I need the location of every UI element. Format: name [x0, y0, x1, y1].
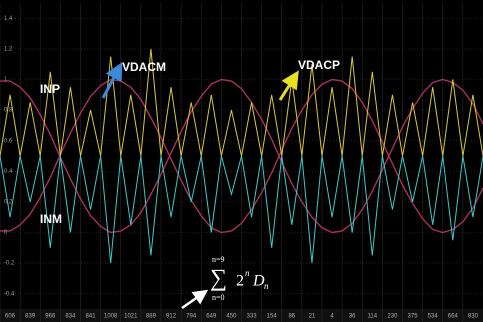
formula-subscript: n — [264, 281, 269, 291]
y-tick-label: 0.4 — [4, 169, 13, 175]
y-tick-label: 0.8 — [4, 108, 13, 114]
x-code-label: 1008 — [104, 314, 118, 320]
x-code-label: 534 — [428, 314, 439, 320]
x-code-label: 841 — [86, 314, 97, 320]
x-code-label: 21 — [309, 314, 316, 320]
x-code-label: 839 — [25, 314, 36, 320]
x-code-label: 912 — [166, 314, 177, 320]
x-code-label: 154 — [267, 314, 278, 320]
series-label: VDACP — [298, 58, 340, 72]
x-code-label: 36 — [349, 314, 356, 320]
x-code-label: 830 — [468, 314, 479, 320]
y-tick-label: 1.4 — [4, 16, 13, 22]
y-tick-label: 1.2 — [4, 46, 13, 52]
y-tick-label: 0.6 — [4, 138, 13, 144]
x-code-label: 333 — [247, 314, 258, 320]
chart: -0.4-0.200.20.40.60.811.21.4606839966834… — [0, 0, 483, 322]
formula: n=9 ∑ n=0 2 n D n — [210, 255, 269, 302]
x-code-label: 1021 — [124, 314, 138, 320]
x-code-label: 450 — [226, 314, 237, 320]
series-label: VDACM — [122, 60, 166, 74]
y-tick-label: -0.4 — [4, 291, 15, 297]
x-code-label: 966 — [45, 314, 56, 320]
formula-lower: n=0 — [212, 293, 225, 302]
arrow — [182, 294, 202, 308]
y-tick-label: -0.2 — [4, 261, 15, 267]
formula-base: 2 — [236, 273, 244, 290]
x-code-label: 794 — [186, 314, 197, 320]
formula-exponent: n — [245, 268, 250, 278]
x-code-label: 114 — [368, 314, 378, 320]
y-tick-label: 1 — [4, 77, 8, 83]
x-code-label: 889 — [146, 314, 157, 320]
series-label: INM — [40, 212, 62, 226]
arrow — [280, 78, 294, 100]
x-code-label: 664 — [448, 314, 459, 320]
arrow — [103, 70, 118, 98]
formula-symbol: ∑ — [210, 266, 227, 292]
x-code-label: 375 — [408, 314, 419, 320]
formula-upper: n=9 — [212, 255, 225, 264]
x-code-label: 606 — [5, 314, 16, 320]
x-code-label: 86 — [288, 314, 295, 320]
x-code-label: 649 — [206, 314, 217, 320]
y-tick-label: 0.2 — [4, 199, 13, 205]
series-label: INP — [40, 82, 60, 96]
x-code-label: 230 — [387, 314, 398, 320]
x-code-label: 834 — [65, 314, 76, 320]
